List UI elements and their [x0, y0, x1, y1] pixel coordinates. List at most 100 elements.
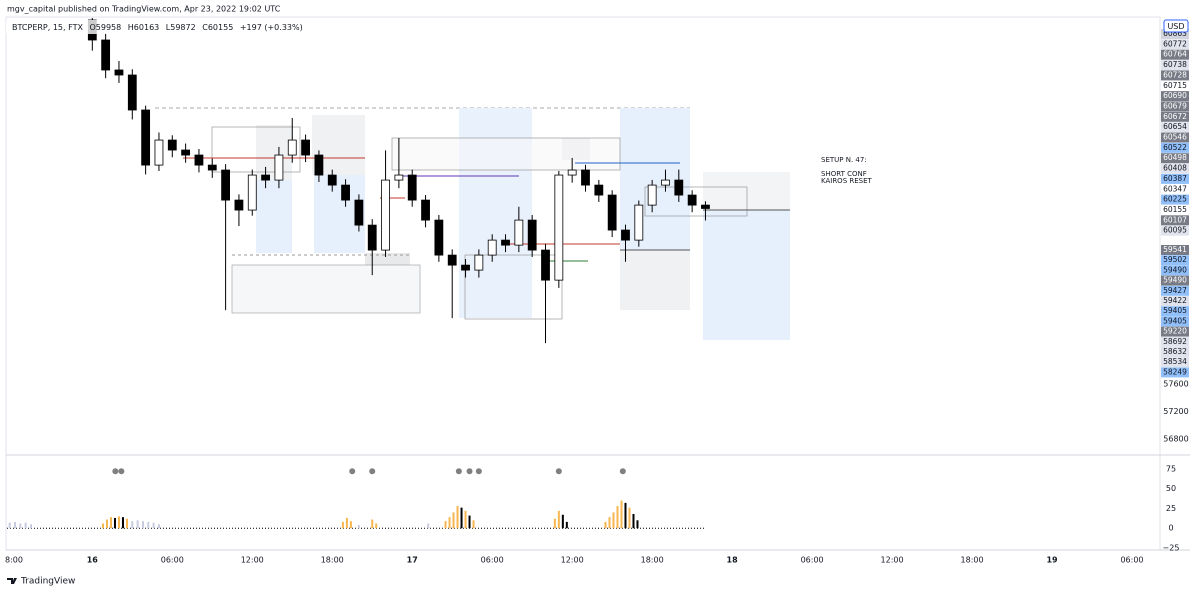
signal-dot: [475, 468, 482, 475]
price-label-bg: [1161, 173, 1189, 184]
x-tick-label: 06:00: [1120, 556, 1143, 565]
candle-body: [167, 139, 177, 151]
price-label: 58249: [1163, 367, 1187, 376]
price-label: 60408: [1163, 164, 1187, 173]
price-label: 60225: [1163, 195, 1187, 204]
signal-dot: [118, 468, 125, 475]
price-label-bg: [1161, 336, 1189, 347]
price-label-bg: [1161, 29, 1189, 39]
annotation: SHORT CONF: [821, 170, 867, 178]
price-label-bg: [1161, 194, 1189, 205]
indicator-bar: [624, 502, 627, 529]
signal-dot: [112, 468, 119, 475]
box: [231, 264, 421, 314]
indicator-bar: [117, 516, 120, 529]
indicator-bar: [628, 507, 631, 529]
price-label-bg: [1161, 132, 1189, 143]
price-label-bg: [1161, 255, 1189, 266]
x-tick-label: 18:00: [961, 556, 984, 565]
price-label: 60679: [1163, 101, 1187, 110]
candle-body: [114, 69, 124, 76]
indicator-bar: [468, 515, 471, 529]
zone: [256, 180, 292, 253]
candle-body: [687, 194, 697, 206]
zone: [620, 108, 690, 250]
y-tick-label: 57200: [1163, 407, 1188, 416]
x-tick-label: 06:00: [801, 556, 824, 565]
price-label: 60728: [1163, 70, 1187, 79]
candle-body: [367, 224, 377, 251]
candle-body: [594, 184, 604, 196]
price-label: 60690: [1163, 91, 1187, 100]
legend-bg: [6, 20, 256, 34]
candle-body: [127, 74, 137, 111]
price-label: 60107: [1163, 215, 1187, 224]
indicator-bar: [105, 519, 108, 529]
candle-body: [154, 139, 164, 166]
price-label-bg: [1161, 265, 1189, 276]
indicator-bar: [341, 521, 344, 529]
price-label-bg: [1161, 91, 1189, 102]
legend: BTCPERP, 15, FTX O59958 H60163 L59872 C6…: [12, 23, 303, 32]
indicator-bar: [456, 506, 459, 529]
logo-icon: [7, 578, 17, 584]
indicator-bar: [472, 520, 475, 529]
indicator-bar: [19, 523, 22, 529]
indicator-bar: [452, 512, 455, 529]
x-tick-label: 18:00: [641, 556, 664, 565]
price-label-bg: [1161, 122, 1189, 133]
x-tick-label: 12:00: [881, 556, 904, 565]
price-label-bg: [1161, 367, 1189, 378]
zone: [703, 172, 790, 210]
indicator-bar: [460, 507, 463, 529]
y-tick-label: 57600: [1163, 380, 1188, 389]
price-label-bg: [1161, 184, 1189, 195]
candle-body: [474, 254, 484, 271]
candle-body: [487, 239, 497, 256]
candle-body: [394, 174, 404, 181]
signal-dot: [455, 468, 462, 475]
candle-body: [647, 184, 657, 206]
indicator-bar: [101, 523, 104, 529]
candle-body: [447, 254, 457, 266]
indicator-bar: [632, 513, 635, 529]
price-label: 59405: [1163, 306, 1187, 315]
price-label: 60672: [1163, 112, 1187, 121]
price-label-bg: [1161, 225, 1189, 236]
ohlc: H60163: [128, 23, 159, 32]
candle-body: [181, 149, 191, 156]
candle-body: [354, 199, 364, 226]
indicator-bar: [444, 521, 447, 529]
candle-body: [501, 239, 510, 246]
y-tick-label: −25: [1163, 544, 1180, 553]
price-label: 60738: [1163, 60, 1187, 69]
currency[interactable]: USD: [1167, 22, 1184, 31]
box: [391, 137, 621, 171]
x-tick-label: 12:00: [561, 556, 584, 565]
x-tick-label: 17: [407, 556, 418, 565]
indicator-bar: [131, 521, 134, 529]
candle-body: [701, 204, 710, 209]
signal-dot: [466, 468, 473, 475]
indicator-bar: [636, 520, 639, 529]
x-tick-label: 06:00: [161, 556, 184, 565]
candle-body: [461, 264, 470, 271]
price-label-bg: [1161, 316, 1189, 327]
currency-badge[interactable]: [1163, 19, 1189, 33]
price-label-bg: [1161, 142, 1189, 153]
candle-body: [381, 179, 390, 251]
brand: TradingView: [20, 577, 75, 587]
price-label: 58692: [1163, 337, 1187, 346]
signal-dot: [619, 468, 626, 475]
price-label-bg: [1161, 357, 1189, 368]
candle-body: [434, 219, 444, 256]
candle-body: [661, 179, 670, 186]
price-label: 60498: [1163, 153, 1187, 162]
price-label: 60654: [1163, 122, 1187, 131]
candle-body: [141, 109, 151, 166]
price-label: 60546: [1163, 133, 1187, 142]
frame: [5, 16, 1161, 551]
zone: [703, 210, 790, 340]
price-label-bg: [1161, 39, 1189, 50]
price-label: 60764: [1163, 50, 1187, 59]
